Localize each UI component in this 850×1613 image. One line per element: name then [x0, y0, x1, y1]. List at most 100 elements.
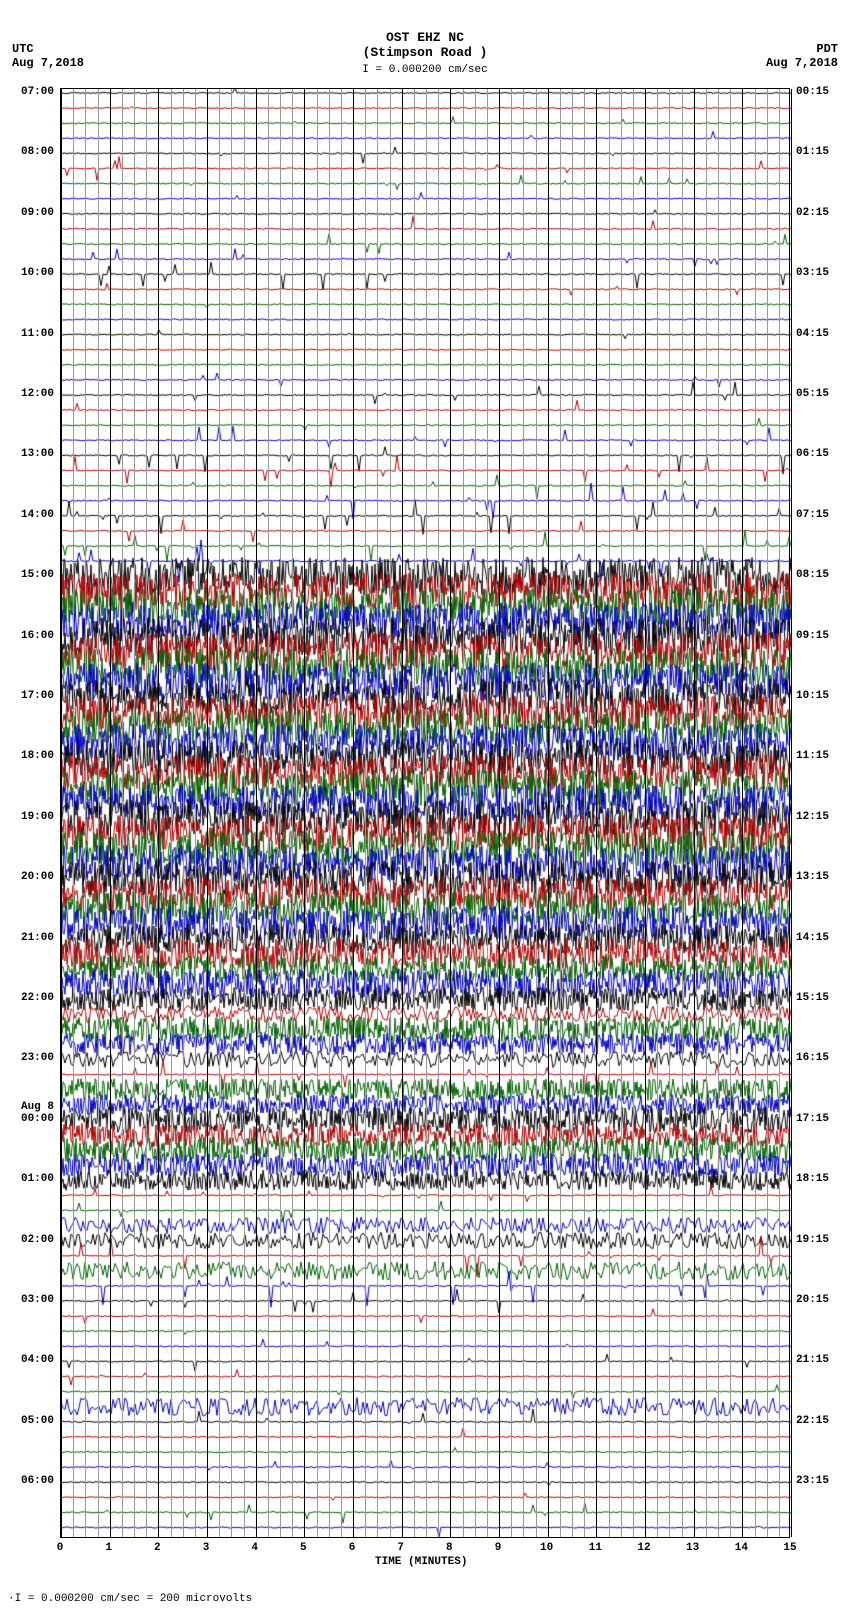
utc-time-label: 15:00	[4, 569, 54, 581]
pdt-time-label: 16:15	[796, 1052, 846, 1064]
x-tick-label: 12	[634, 1542, 654, 1554]
scale-bar-icon: I	[362, 64, 369, 76]
grid-line	[426, 89, 427, 1537]
pdt-time-label: 11:15	[796, 750, 846, 762]
grid-line	[304, 89, 305, 1537]
utc-time-label: 09:00	[4, 207, 54, 219]
grid-line	[292, 89, 293, 1537]
grid-line	[475, 89, 476, 1537]
grid-line	[183, 89, 184, 1537]
pdt-time-label: 02:15	[796, 207, 846, 219]
grid-line	[633, 89, 634, 1537]
grid-line	[341, 89, 342, 1537]
pdt-time-label: 04:15	[796, 328, 846, 340]
grid-line	[791, 89, 792, 1537]
utc-time-label: 03:00	[4, 1294, 54, 1306]
pdt-time-label: 21:15	[796, 1354, 846, 1366]
grid-line	[402, 89, 403, 1537]
grid-line	[487, 89, 488, 1537]
seismogram-container: OST EHZ NC (Stimpson Road ) I = 0.000200…	[0, 0, 850, 1613]
grid-line	[755, 89, 756, 1537]
grid-line	[609, 89, 610, 1537]
x-tick-label: 5	[293, 1542, 313, 1554]
x-axis-label: TIME (MINUTES)	[375, 1556, 467, 1568]
x-tick-label: 1	[99, 1542, 119, 1554]
grid-line	[511, 89, 512, 1537]
grid-line	[767, 89, 768, 1537]
pdt-time-label: 00:15	[796, 86, 846, 98]
pdt-time-label: 12:15	[796, 811, 846, 823]
grid-line	[523, 89, 524, 1537]
pdt-time-label: 10:15	[796, 690, 846, 702]
grid-line	[536, 89, 537, 1537]
pdt-time-label: 19:15	[796, 1234, 846, 1246]
grid-line	[560, 89, 561, 1537]
grid-line	[73, 89, 74, 1537]
pdt-time-label: 05:15	[796, 388, 846, 400]
grid-line	[146, 89, 147, 1537]
left-date: Aug 7,2018	[12, 56, 84, 70]
x-tick-label: 11	[585, 1542, 605, 1554]
pdt-time-label: 17:15	[796, 1113, 846, 1125]
seismogram-plot	[60, 88, 790, 1538]
grid-line	[244, 89, 245, 1537]
utc-time-label: 21:00	[4, 932, 54, 944]
utc-time-label: 22:00	[4, 992, 54, 1004]
grid-line	[134, 89, 135, 1537]
utc-time-label: 01:00	[4, 1173, 54, 1185]
grid-line	[377, 89, 378, 1537]
grid-line	[706, 89, 707, 1537]
station-id: OST EHZ NC	[0, 30, 850, 45]
grid-line	[110, 89, 111, 1537]
grid-line	[596, 89, 597, 1537]
utc-time-label: 08:00	[4, 146, 54, 158]
utc-day-label: Aug 8	[4, 1101, 54, 1113]
pdt-time-label: 01:15	[796, 146, 846, 158]
utc-time-label: 17:00	[4, 690, 54, 702]
grid-line	[718, 89, 719, 1537]
grid-line	[329, 89, 330, 1537]
grid-line	[122, 89, 123, 1537]
pdt-time-label: 14:15	[796, 932, 846, 944]
utc-time-label: 04:00	[4, 1354, 54, 1366]
pdt-time-label: 13:15	[796, 871, 846, 883]
right-timezone: PDT	[816, 42, 838, 56]
x-tick-label: 13	[683, 1542, 703, 1554]
header: OST EHZ NC (Stimpson Road ) I = 0.000200…	[0, 0, 850, 76]
grid-line	[256, 89, 257, 1537]
utc-time-label: 23:00	[4, 1052, 54, 1064]
grid-line	[730, 89, 731, 1537]
station-location: (Stimpson Road )	[0, 45, 850, 60]
utc-time-label: 00:00	[4, 1113, 54, 1125]
grid-line	[548, 89, 549, 1537]
pdt-time-label: 15:15	[796, 992, 846, 1004]
grid-line	[219, 89, 220, 1537]
pdt-time-label: 06:15	[796, 448, 846, 460]
pdt-time-label: 18:15	[796, 1173, 846, 1185]
grid-line	[98, 89, 99, 1537]
x-tick-label: 7	[391, 1542, 411, 1554]
x-tick-label: 6	[342, 1542, 362, 1554]
utc-time-label: 12:00	[4, 388, 54, 400]
utc-time-label: 02:00	[4, 1234, 54, 1246]
grid-line	[353, 89, 354, 1537]
grid-line	[682, 89, 683, 1537]
utc-time-label: 16:00	[4, 630, 54, 642]
grid-line	[61, 89, 62, 1537]
grid-line	[365, 89, 366, 1537]
grid-line	[280, 89, 281, 1537]
grid-line	[158, 89, 159, 1537]
x-tick-label: 9	[488, 1542, 508, 1554]
scale-bar-icon: ·I	[8, 1593, 21, 1605]
utc-time-label: 19:00	[4, 811, 54, 823]
pdt-time-label: 03:15	[796, 267, 846, 279]
x-tick-label: 14	[731, 1542, 751, 1554]
grid-line	[171, 89, 172, 1537]
grid-line	[207, 89, 208, 1537]
utc-time-label: 20:00	[4, 871, 54, 883]
utc-time-label: 14:00	[4, 509, 54, 521]
grid-line	[645, 89, 646, 1537]
x-tick-label: 2	[147, 1542, 167, 1554]
utc-time-label: 06:00	[4, 1475, 54, 1487]
amplitude-scale: I = 0.000200 cm/sec	[0, 64, 850, 76]
